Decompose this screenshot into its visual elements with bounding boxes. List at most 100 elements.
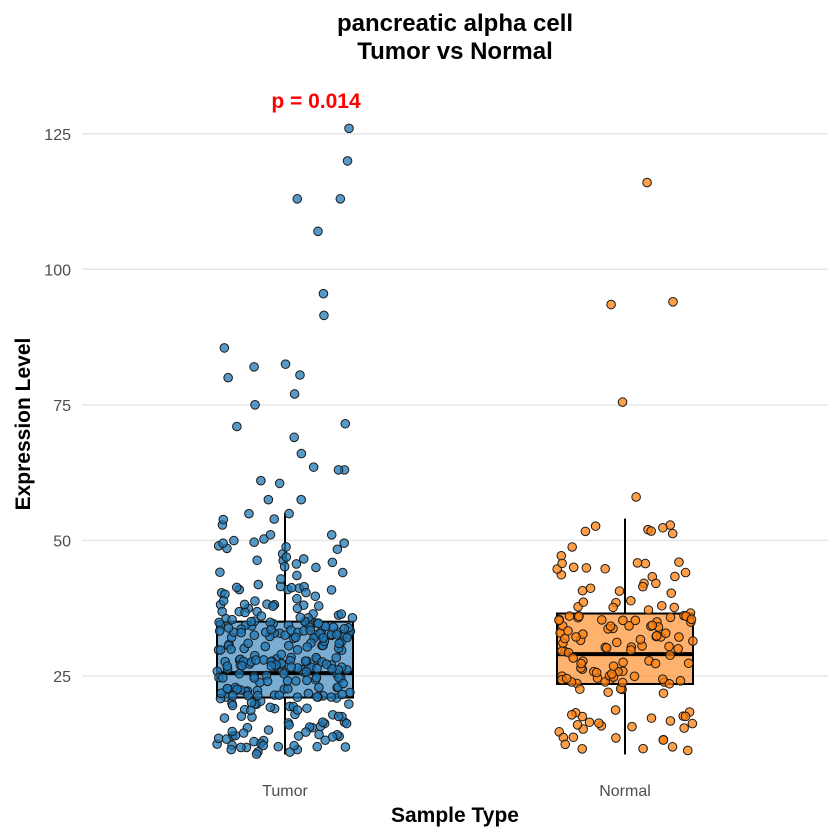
data-point [568, 653, 578, 663]
data-point [563, 626, 573, 636]
data-point [687, 718, 698, 729]
data-point [311, 562, 321, 573]
data-point [295, 370, 305, 380]
data-point [342, 156, 353, 166]
data-point [236, 711, 247, 722]
data-point [646, 526, 656, 536]
data-point [274, 690, 285, 700]
data-point [585, 583, 596, 594]
y-axis-title: Expression Level [12, 338, 35, 511]
data-point [296, 494, 306, 505]
data-point [276, 574, 286, 584]
data-point [239, 599, 250, 610]
data-point [286, 662, 297, 672]
data-point [347, 613, 358, 623]
data-point [292, 603, 303, 614]
data-point [333, 711, 344, 722]
data-point [223, 623, 234, 633]
x-tick-labels: Tumor Normal [262, 783, 651, 800]
data-point [568, 732, 579, 743]
data-point [642, 177, 652, 188]
data-point [668, 297, 678, 307]
data-point [292, 705, 303, 715]
data-point [666, 588, 677, 598]
data-point [227, 726, 238, 737]
data-point [284, 508, 294, 519]
data-point [344, 699, 354, 709]
data-point [590, 521, 601, 531]
data-point [630, 615, 641, 626]
data-point [667, 742, 678, 752]
data-point [301, 587, 311, 598]
data-point [581, 563, 592, 573]
data-point [314, 682, 324, 693]
data-point [314, 729, 324, 740]
data-point [302, 703, 312, 714]
x-tick-label: Tumor [262, 783, 308, 800]
data-point [243, 638, 253, 649]
data-point [236, 627, 246, 638]
data-point [215, 567, 225, 578]
data-point [232, 684, 242, 695]
data-point [608, 661, 619, 671]
data-point [564, 611, 575, 621]
data-point [686, 614, 697, 625]
data-point [580, 526, 591, 537]
data-point [215, 645, 226, 655]
data-point [217, 606, 227, 617]
data-point [291, 559, 302, 569]
data-point [313, 226, 323, 237]
data-point [332, 544, 343, 555]
data-point [327, 732, 338, 742]
data-point [226, 644, 236, 655]
data-point [612, 637, 622, 648]
data-point [228, 691, 238, 701]
data-point [253, 579, 264, 590]
data-point [274, 478, 285, 489]
data-point [265, 702, 276, 713]
data-point [626, 645, 636, 655]
data-point [249, 537, 259, 548]
data-point [679, 723, 689, 733]
data-point [576, 658, 586, 669]
data-point [667, 528, 678, 539]
data-point [243, 690, 253, 701]
data-point [601, 643, 612, 653]
data-point [260, 641, 271, 652]
data-point [305, 625, 316, 636]
data-point [339, 538, 349, 548]
data-point [308, 462, 319, 472]
data-point [273, 741, 284, 752]
data-point [276, 649, 287, 660]
data-point [614, 586, 625, 596]
data-point [250, 596, 260, 606]
data-point [300, 656, 311, 666]
data-point [635, 634, 646, 645]
data-point [331, 652, 342, 663]
data-point [302, 675, 312, 686]
data-point [338, 678, 349, 689]
data-point [675, 675, 686, 686]
data-point [246, 616, 256, 627]
data-point [229, 535, 239, 546]
data-point [577, 585, 588, 596]
chart-subtitle: Tumor vs Normal [357, 38, 553, 65]
data-point [219, 343, 230, 353]
data-point [249, 362, 259, 372]
data-point [683, 658, 694, 669]
data-point [280, 359, 291, 369]
data-point [664, 641, 674, 652]
data-point [232, 421, 242, 432]
data-point [557, 558, 567, 569]
data-point [627, 721, 637, 732]
data-point [646, 713, 657, 723]
data-point [218, 538, 228, 549]
data-point [574, 611, 584, 622]
data-points [212, 123, 698, 759]
data-point [643, 605, 654, 615]
data-point [244, 508, 254, 519]
data-point [578, 597, 589, 607]
data-point [311, 672, 322, 683]
data-point [292, 570, 302, 581]
